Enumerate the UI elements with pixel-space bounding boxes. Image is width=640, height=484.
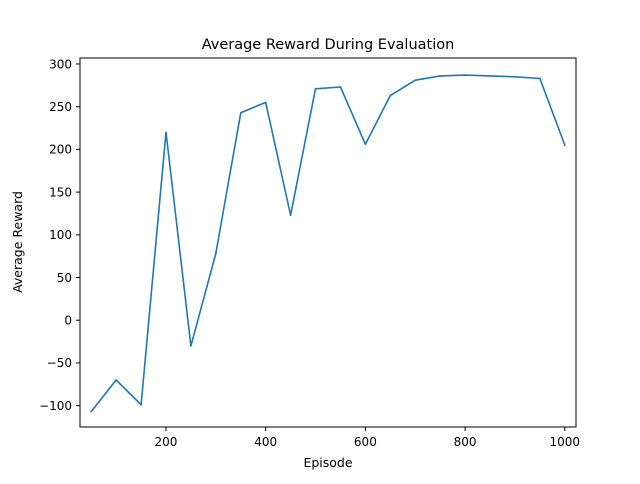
data-point [464,74,466,76]
data-point [364,143,367,146]
data-point [389,94,392,97]
y-tick-label: 250 [49,100,72,114]
data-point [314,88,317,90]
data-point [439,75,442,77]
plot-frame [79,57,577,428]
data-point [339,86,342,88]
data-point [90,410,92,413]
x-tick-label: 200 [155,435,178,449]
data-point [190,345,192,347]
x-tick-label: 600 [354,435,377,449]
y-tick-label: 300 [49,57,72,71]
axis-ticks: 200 400 600 800 1000 −100 −50 0 50 100 150 200 250 30… [39,57,580,449]
y-tick-label: 200 [49,143,72,157]
y-tick-label: −100 [39,399,72,413]
y-tick-label: 0 [64,314,72,328]
y-tick-label: −50 [47,356,72,370]
chart-title: Average Reward During Evaluation [202,37,455,53]
data-point [115,379,117,381]
x-tick-label: 400 [254,435,277,449]
series-line [90,74,566,413]
data-point [215,252,217,255]
data-point [289,214,292,216]
data-point [240,111,242,114]
data-point [564,144,566,146]
y-tick-label: 150 [49,185,72,199]
x-tick-label: 1000 [550,435,581,449]
data-point [539,77,541,80]
x-axis-label: Episode [303,455,352,470]
data-point [165,131,167,134]
x-tick-label: 800 [454,435,477,449]
data-point [514,76,516,78]
data-point [264,101,267,104]
y-tick-label: 100 [49,228,72,242]
data-point [414,79,417,81]
series-layer [90,74,566,413]
data-point [489,75,491,77]
data-point [140,404,142,406]
y-tick-label: 50 [57,271,72,285]
y-axis-label: Average Reward [10,191,25,293]
